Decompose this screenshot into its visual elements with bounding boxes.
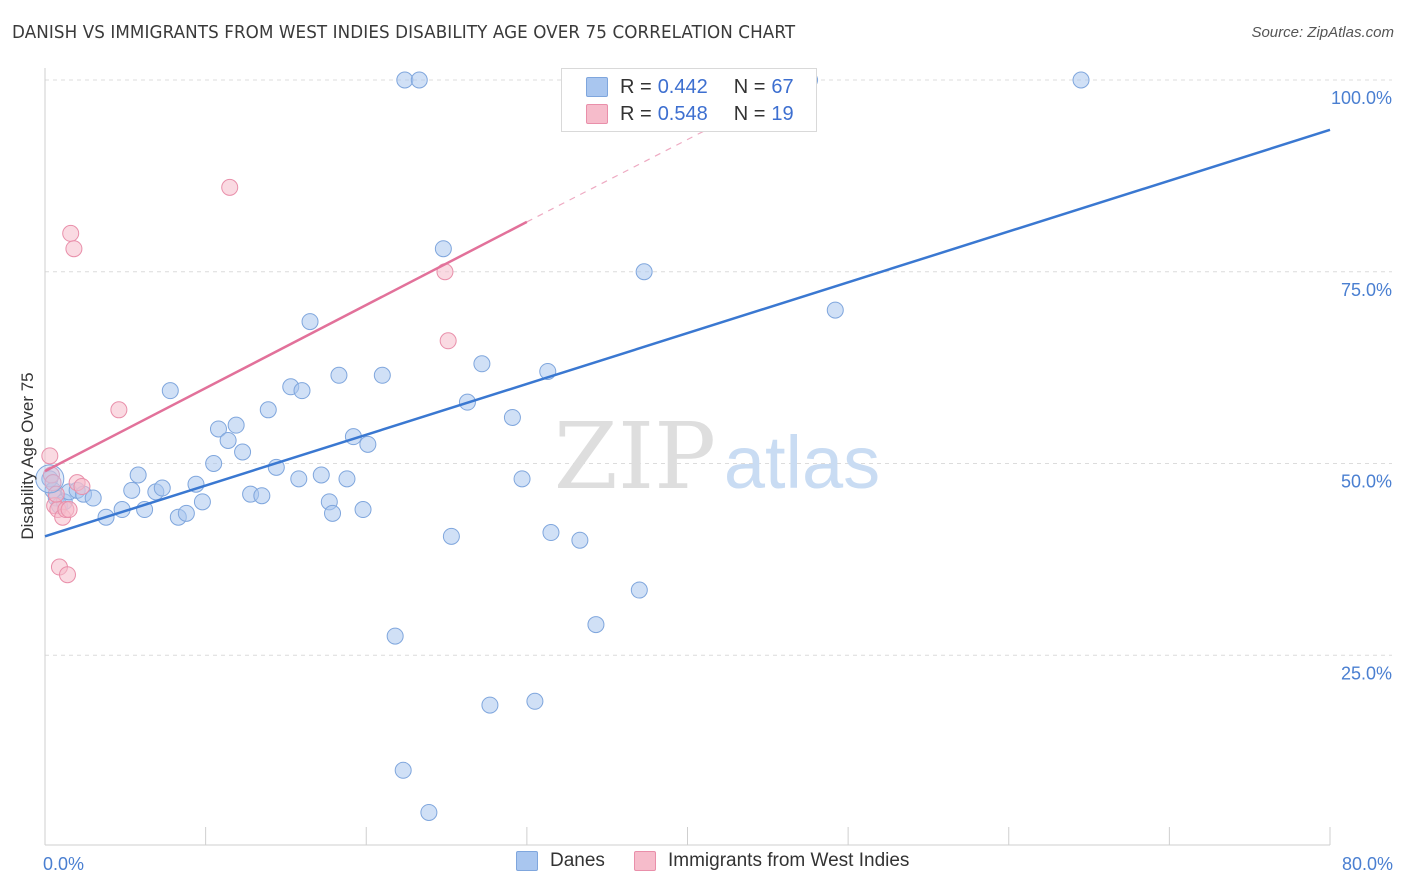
series-legend-label: Danes bbox=[550, 850, 605, 871]
legend-row-west-indies: R = 0.548 N = 19 bbox=[586, 101, 794, 127]
series-legend-label: Immigrants from West Indies bbox=[668, 850, 910, 871]
danes-point bbox=[253, 487, 271, 505]
y-tick-label: 50.0% bbox=[1341, 472, 1392, 492]
chart-title: DANISH VS IMMIGRANTS FROM WEST INDIES DI… bbox=[12, 22, 796, 43]
danes-point bbox=[227, 416, 245, 434]
y-axis-title: Disability Age Over 75 bbox=[18, 372, 37, 539]
west-indies-trend-extension bbox=[526, 110, 744, 223]
danes-point bbox=[630, 581, 648, 599]
legend-r-value: 0.548 bbox=[657, 102, 708, 125]
watermark-zip: ZIP bbox=[554, 403, 716, 510]
danes-point bbox=[571, 531, 589, 549]
y-tick-label: 25.0% bbox=[1341, 663, 1392, 683]
danes-point bbox=[386, 627, 404, 645]
legend-r-value: 0.442 bbox=[657, 75, 708, 98]
danes-point bbox=[420, 803, 438, 821]
west-indies-point bbox=[41, 447, 59, 465]
danes-trend-line bbox=[44, 128, 1331, 538]
trend-lines bbox=[44, 110, 1331, 538]
danes-point bbox=[324, 504, 342, 522]
danes-point bbox=[259, 401, 277, 419]
danes-point bbox=[312, 466, 330, 484]
danes-point bbox=[290, 470, 308, 488]
legend-r-label: R = bbox=[620, 75, 652, 98]
series-legend-west-indies[interactable]: Immigrants from West Indies bbox=[634, 850, 909, 872]
danes-point bbox=[35, 464, 65, 494]
correlation-legend: R = 0.442 N = 67 R = 0.548 N = 19 bbox=[561, 68, 817, 132]
danes-point bbox=[481, 696, 499, 714]
danes-point bbox=[826, 301, 844, 319]
danes-point bbox=[338, 470, 356, 488]
danes-point bbox=[442, 527, 460, 545]
danes-point bbox=[1072, 71, 1090, 89]
west-indies-point bbox=[47, 485, 65, 503]
west-indies-point bbox=[110, 401, 128, 419]
danes-point bbox=[153, 479, 171, 497]
west-indies-point bbox=[73, 478, 91, 496]
west-indies-point bbox=[60, 501, 78, 519]
danes-point bbox=[359, 435, 377, 453]
danes-point bbox=[193, 493, 211, 511]
legend-swatch-west-indies bbox=[586, 104, 608, 124]
legend-swatch-west-indies bbox=[634, 851, 656, 871]
west-indies-point bbox=[65, 240, 83, 258]
danes-point bbox=[410, 71, 428, 89]
danes-point bbox=[234, 443, 252, 461]
watermark: ZIP atlas bbox=[554, 403, 880, 510]
danes-point bbox=[129, 466, 147, 484]
west-indies-point bbox=[58, 566, 76, 584]
danes-point bbox=[542, 524, 560, 542]
x-tick-label: 80.0% bbox=[1342, 854, 1393, 874]
legend-n-label: N = bbox=[733, 102, 766, 125]
west-indies-point bbox=[62, 224, 80, 242]
legend-swatch-danes bbox=[516, 851, 538, 871]
legend-swatch-danes bbox=[586, 77, 608, 97]
series-legend-danes[interactable]: Danes bbox=[516, 850, 605, 872]
west-indies-point bbox=[439, 332, 457, 350]
danes-point bbox=[219, 431, 237, 449]
tick-labels: 25.0% 50.0% 75.0% 100.0% 0.0% 80.0% bbox=[43, 88, 1393, 874]
legend-row-danes: R = 0.442 N = 67 bbox=[586, 74, 794, 100]
legend-n-value: 19 bbox=[771, 102, 794, 125]
danes-point bbox=[503, 408, 521, 426]
watermark-atlas: atlas bbox=[724, 421, 880, 504]
legend-n-value: 67 bbox=[771, 75, 794, 98]
danes-point bbox=[205, 455, 223, 472]
danes-point bbox=[434, 240, 452, 258]
y-tick-label: 75.0% bbox=[1341, 280, 1392, 300]
danes-point bbox=[84, 489, 102, 507]
y-tick-label: 100.0% bbox=[1331, 88, 1392, 108]
west-indies-point bbox=[221, 178, 239, 196]
danes-point bbox=[396, 71, 414, 89]
danes-point bbox=[473, 355, 491, 373]
danes-point bbox=[513, 470, 531, 488]
danes-point bbox=[394, 761, 412, 779]
danes-point bbox=[587, 616, 605, 634]
source-credit: Source: ZipAtlas.com bbox=[1251, 24, 1394, 41]
legend-n-label: N = bbox=[733, 75, 766, 98]
danes-point bbox=[354, 501, 372, 519]
data-points bbox=[35, 71, 1090, 821]
danes-point bbox=[209, 420, 227, 438]
danes-point bbox=[330, 366, 348, 384]
danes-point bbox=[301, 313, 319, 331]
x-tick-label: 0.0% bbox=[43, 854, 84, 874]
legend-r-label: R = bbox=[620, 102, 652, 125]
danes-point bbox=[161, 382, 179, 400]
danes-point bbox=[373, 366, 391, 384]
danes-point bbox=[635, 263, 653, 281]
danes-point bbox=[526, 692, 544, 710]
series-legend: Danes Immigrants from West Indies bbox=[0, 850, 1406, 878]
west-indies-trend-line bbox=[44, 220, 528, 473]
danes-point bbox=[293, 382, 311, 400]
danes-point bbox=[123, 481, 141, 499]
danes-point bbox=[177, 504, 195, 522]
